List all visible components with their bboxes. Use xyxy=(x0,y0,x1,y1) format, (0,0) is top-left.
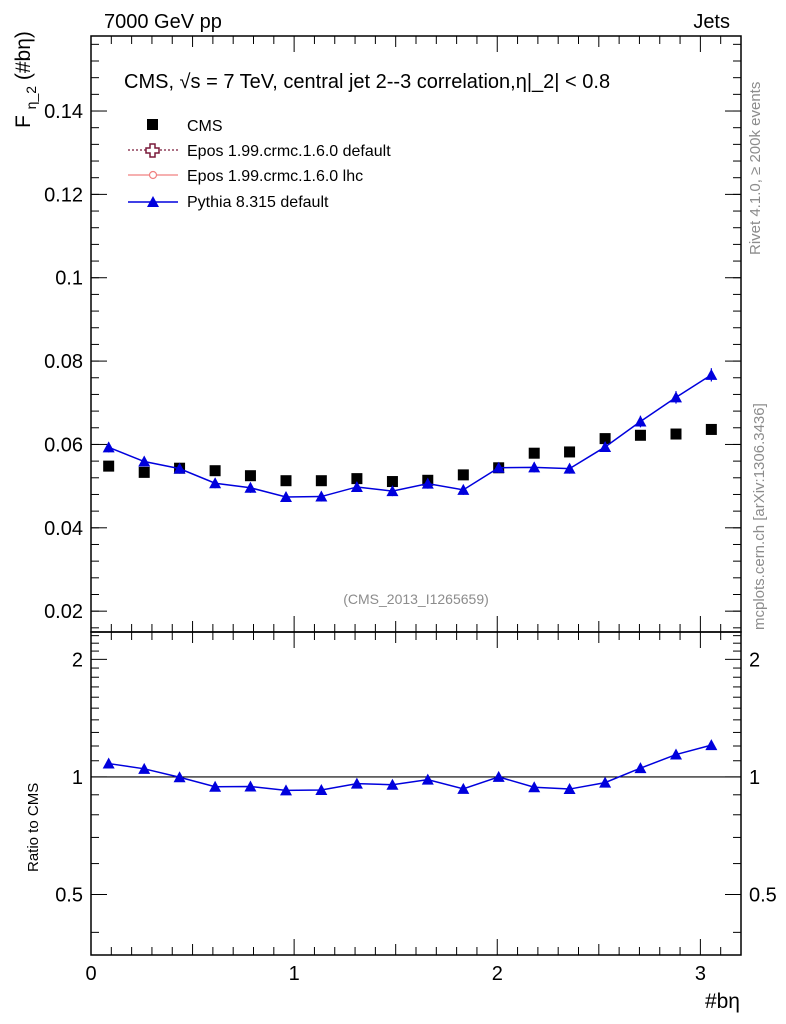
cms-point xyxy=(457,469,469,481)
ratio-plot-frame xyxy=(90,631,742,956)
pythia-point xyxy=(528,461,541,473)
pythia-ratio-point xyxy=(563,783,576,795)
pythia-ratio-point xyxy=(138,762,151,774)
analysis-id: (CMS_2013_I1265659) xyxy=(343,591,489,607)
x-tick-label: 2 xyxy=(492,963,503,985)
pythia-ratio-point xyxy=(492,770,505,782)
cms-point xyxy=(705,423,717,435)
x-tick-label: 1 xyxy=(289,963,300,985)
pythia-point xyxy=(350,480,363,492)
pythia-ratio-point xyxy=(315,783,328,795)
pythia-point xyxy=(280,490,292,502)
pythia-ratio-point xyxy=(173,771,186,783)
pythia-point xyxy=(563,462,576,474)
cms-point xyxy=(315,475,327,487)
pythia-ratio-point xyxy=(528,781,541,793)
ratio-tick-label: 2 xyxy=(749,649,760,671)
cms-point xyxy=(209,465,221,477)
pythia-point xyxy=(138,455,151,467)
pythia-point xyxy=(457,483,470,495)
cms-point xyxy=(564,446,576,458)
cms-point xyxy=(634,429,646,441)
pythia-ratio-point xyxy=(457,782,470,794)
pythia-point xyxy=(209,477,222,489)
legend-marker-epos-default xyxy=(145,143,160,158)
cms-point xyxy=(351,473,363,485)
y-tick-label: 0.1 xyxy=(55,268,83,290)
pythia-point xyxy=(421,477,434,489)
category-label: Jets xyxy=(693,11,730,33)
y-tick-label: 0.06 xyxy=(44,434,83,456)
legend-label-cms: CMS xyxy=(187,118,223,135)
cms-point xyxy=(670,428,682,440)
y-axis-label: F η_2 (#bη) xyxy=(12,31,41,128)
legend-marker-pythia xyxy=(147,196,159,207)
legend: CMS Epos 1.99.crmc.1.6.0 default Epos 1.… xyxy=(128,118,391,211)
y-tick-label: 0.14 xyxy=(44,101,83,123)
cms-point xyxy=(244,470,256,482)
pythia-point xyxy=(670,391,682,403)
y-axis-label-tail: (#bη) xyxy=(12,31,35,80)
y-tick-label: 0.04 xyxy=(44,518,83,540)
cms-point xyxy=(138,466,150,478)
pythia-ratio-point xyxy=(634,762,647,774)
axes: 0.02 0.04 0.06 0.08 0.1 0.12 0.14 0 1 2 3 0.5 0.5 1 1 2… xyxy=(44,36,777,985)
pythia-line xyxy=(108,374,712,498)
pythia-ratio-point xyxy=(209,780,222,792)
marks xyxy=(102,368,718,796)
pythia-ratio-line xyxy=(108,744,712,792)
cms-point xyxy=(599,433,611,445)
pythia-ratio-point xyxy=(244,780,257,792)
ratio-tick-label: 0.5 xyxy=(55,885,83,907)
legend-label-pythia: Pythia 8.315 default xyxy=(187,194,329,211)
pythia-point xyxy=(634,415,647,427)
collision-label: 7000 GeV pp xyxy=(104,11,222,33)
legend-marker-cms xyxy=(147,119,158,130)
pythia-ratio-point xyxy=(102,757,115,769)
pythia-ratio-point xyxy=(599,776,612,788)
ratio-tick-label: 1 xyxy=(749,767,760,789)
pythia-point xyxy=(705,368,718,380)
y-axis-label-sub: η_2 xyxy=(23,86,39,110)
pythia-ratio-point xyxy=(705,739,718,751)
pythia-ratio-point xyxy=(350,777,363,789)
x-tick-label: 0 xyxy=(85,963,96,985)
pythia-point xyxy=(599,440,612,452)
ratio-tick-label: 1 xyxy=(72,767,83,789)
ratio-tick-label: 0.5 xyxy=(749,885,777,907)
pythia-point xyxy=(244,481,257,493)
cms-point xyxy=(103,460,115,472)
y-axis-label-main: F xyxy=(12,115,35,128)
y-tick-label: 0.08 xyxy=(44,351,83,373)
chart-title: CMS, √s = 7 TeV, central jet 2--3 correl… xyxy=(124,71,610,93)
legend-marker-epos-lhc xyxy=(148,170,158,180)
pythia-ratio-point xyxy=(280,784,292,796)
pythia-ratio-point xyxy=(386,778,399,790)
pythia-point xyxy=(386,485,399,497)
cms-point xyxy=(280,475,292,487)
mcplots-label: mcplots.cern.ch [arXiv:1306.3436] xyxy=(751,403,768,630)
y-tick-label: 0.02 xyxy=(44,601,83,623)
legend-label-epos-lhc: Epos 1.99.crmc.1.6.0 lhc xyxy=(187,168,363,185)
ratio-axis-label: Ratio to CMS xyxy=(25,783,42,872)
pythia-ratio-point xyxy=(421,773,434,785)
pythia-ratio-point xyxy=(670,748,682,760)
svg-text:F η_2 (#bη): F η_2 (#bη) xyxy=(12,31,41,128)
pythia-point xyxy=(492,461,505,473)
rivet-label: Rivet 4.1.0, ≥ 200k events xyxy=(747,82,764,255)
cms-point xyxy=(528,447,540,459)
pythia-point xyxy=(173,462,186,474)
pythia-point xyxy=(102,441,115,453)
legend-label-epos-default: Epos 1.99.crmc.1.6.0 default xyxy=(187,143,391,160)
x-axis-label: #bη xyxy=(705,990,740,1013)
x-tick-label: 3 xyxy=(695,963,706,985)
y-tick-label: 0.12 xyxy=(44,184,83,206)
pythia-point xyxy=(315,490,328,502)
ratio-tick-label: 2 xyxy=(72,649,83,671)
cms-point xyxy=(386,476,398,488)
